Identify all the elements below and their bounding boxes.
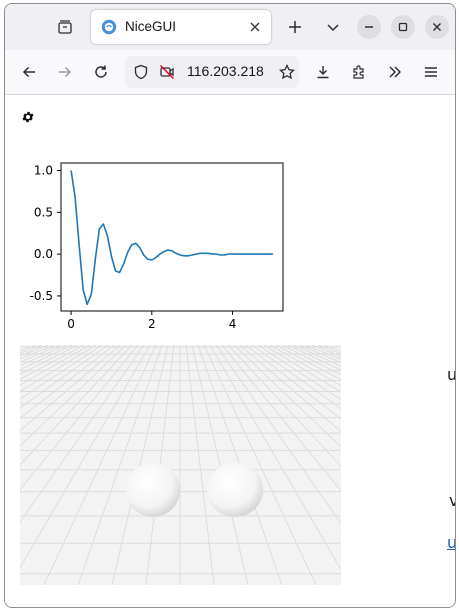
- no-camera-icon[interactable]: [159, 64, 175, 84]
- x-tick-label: 4: [229, 317, 237, 331]
- extensions-icon[interactable]: [347, 60, 371, 84]
- y-tick-label: 1.0: [34, 164, 53, 178]
- overflow-icon[interactable]: [383, 60, 407, 84]
- gear-icon[interactable]: [21, 109, 35, 123]
- grid-line-depth: [20, 345, 121, 432]
- browser-window: NiceGUI: [4, 3, 456, 608]
- favicon-icon: [101, 19, 117, 35]
- grid-line-depth: [245, 345, 341, 420]
- grid-line-depth: [227, 345, 341, 467]
- grid-line-depth: [20, 345, 103, 400]
- tab-bar: NiceGUI: [5, 4, 455, 50]
- back-icon[interactable]: [17, 60, 41, 84]
- navigation-toolbar: 116.203.218: [5, 50, 455, 95]
- grid-line-depth: [209, 345, 341, 571]
- star-icon[interactable]: [275, 60, 299, 84]
- grid-line-depth: [20, 345, 115, 419]
- sphere-1: [126, 463, 180, 517]
- forward-icon[interactable]: [53, 60, 77, 84]
- shield-icon[interactable]: [133, 64, 149, 84]
- plot-frame: [60, 162, 284, 312]
- grid-line-depth: [215, 345, 341, 525]
- grid-line-depth: [191, 345, 249, 585]
- side-link[interactable]: u: [447, 533, 455, 552]
- tab-nicegui[interactable]: NiceGUI: [91, 10, 271, 44]
- download-icon[interactable]: [311, 60, 335, 84]
- sphere-2: [207, 463, 263, 517]
- grid-line-depth: [20, 345, 145, 524]
- grid-line-depth: [20, 345, 139, 491]
- tab-title: NiceGUI: [125, 19, 177, 34]
- page-content: 0 2 4 1.0 0.5 0.0 -0.5 u v u: [5, 95, 455, 607]
- grid-line-depth: [263, 345, 341, 393]
- grid-line-depth: [20, 345, 127, 447]
- menu-icon[interactable]: [419, 60, 443, 84]
- grid-line-depth: [20, 345, 133, 466]
- close-window-icon[interactable]: [425, 15, 449, 39]
- grid-line-depth: [233, 345, 341, 448]
- grid-line-depth: [20, 345, 151, 569]
- grid-line-depth: [221, 345, 341, 492]
- grid-line-depth: [20, 345, 109, 409]
- grid-line-depth: [257, 345, 341, 401]
- close-icon[interactable]: [245, 17, 265, 37]
- address-bar[interactable]: 116.203.218: [125, 56, 299, 88]
- grid-line-depth: [185, 345, 215, 585]
- data-series-line: [70, 170, 273, 306]
- line-plot: 0 2 4 1.0 0.5 0.0 -0.5: [30, 162, 284, 331]
- grid-line-depth: [239, 345, 341, 433]
- 3d-scene[interactable]: [20, 345, 341, 585]
- scene-canvas: [20, 345, 341, 585]
- y-tick-label: 0.5: [34, 205, 53, 219]
- y-tick-label: -0.5: [30, 289, 53, 303]
- x-tick-label: 2: [148, 317, 156, 331]
- side-text-2: v: [449, 491, 455, 510]
- grid-line-depth: [269, 345, 341, 387]
- plus-icon[interactable]: [281, 13, 309, 41]
- grid-line-depth: [111, 345, 169, 585]
- url-text[interactable]: 116.203.218: [187, 63, 264, 79]
- grid-line-depth: [251, 345, 341, 410]
- minimize-icon[interactable]: [357, 15, 381, 39]
- reload-icon[interactable]: [89, 60, 113, 84]
- chevron-down-icon[interactable]: [319, 13, 347, 41]
- grid-line-depth: [203, 345, 317, 585]
- side-text-1: u: [447, 365, 455, 384]
- y-tick-label: 0.0: [34, 247, 53, 261]
- x-tick-label: 0: [67, 317, 75, 331]
- grid-line-depth: [20, 345, 97, 393]
- maximize-icon[interactable]: [391, 15, 415, 39]
- tab-list-icon[interactable]: [51, 13, 79, 41]
- grid-line-depth: [43, 345, 157, 585]
- grid-line-depth: [77, 345, 163, 585]
